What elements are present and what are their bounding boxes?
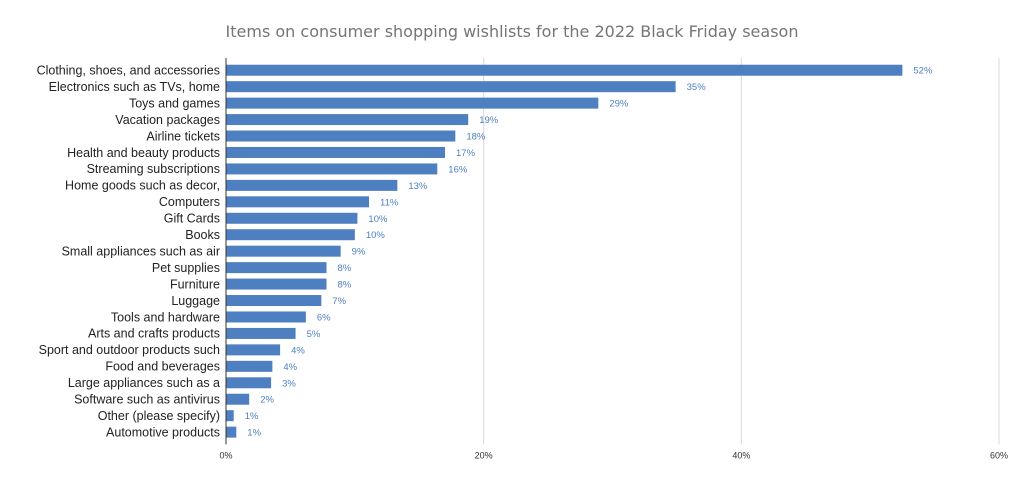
bar [226,81,676,93]
bar [226,196,370,208]
bar [226,426,237,438]
value-label: 3% [282,378,296,389]
value-label: 1% [247,428,261,439]
category-label: Gift Cards [164,212,220,226]
category-label: Health and beauty products [67,146,220,160]
bar [226,212,358,224]
category-label: Clothing, shoes, and accessories [37,64,220,78]
value-label: 29% [609,99,629,110]
value-label: 8% [337,263,351,274]
value-label: 4% [291,345,305,356]
bar [226,344,281,356]
value-label: 13% [408,181,428,192]
value-label: 16% [448,164,468,175]
value-label: 2% [260,395,274,406]
value-label: 19% [479,115,499,126]
bar [226,245,341,257]
x-tick-label: 60% [990,450,1008,460]
chart-title: Items on consumer shopping wishlists for… [226,22,799,41]
category-label: Furniture [170,277,220,291]
bar [226,410,234,422]
bar [226,295,322,307]
value-label: 8% [337,280,351,291]
bar [226,377,272,389]
category-label: Large appliances such as a [68,376,220,390]
x-tick-label: 0% [219,450,232,460]
value-label: 35% [687,82,707,93]
category-labels: Clothing, shoes, and accessories Electron… [37,64,220,440]
bars [226,64,903,438]
category-label: Computers [159,195,220,209]
bar [226,262,327,274]
value-label: 6% [317,312,331,323]
category-label: Software such as antivirus [74,393,220,407]
bar [226,311,306,323]
value-label: 18% [466,132,486,143]
category-label: Toys and games [129,96,220,110]
category-label: Electronics such as TVs, home [49,80,220,94]
value-label: 4% [283,362,297,373]
value-label: 11% [380,197,399,208]
x-axis-tick-labels: 0% 20% 40% 60% [219,450,1008,460]
x-tick-label: 20% [475,450,493,460]
category-label: Home goods such as decor, [65,179,220,193]
bar [226,146,446,158]
value-label: 7% [332,296,346,307]
bar [226,229,355,241]
category-label: Other (please specify) [98,409,220,423]
bar [226,64,903,76]
value-label: 52% [913,66,933,77]
category-label: Arts and crafts products [88,327,220,341]
category-label: Pet supplies [152,261,220,275]
value-label: 10% [366,230,386,241]
bar [226,393,250,405]
bar [226,97,599,109]
value-label: 5% [307,329,321,340]
category-label: Sport and outdoor products such [39,343,220,357]
category-label: Tools and hardware [111,310,220,324]
category-label: Airline tickets [146,129,220,143]
value-label: 10% [368,214,388,225]
category-label: Vacation packages [115,113,220,127]
category-label: Luggage [171,294,220,308]
value-label: 1% [245,411,259,422]
x-tick-label: 40% [732,450,750,460]
gridlines [483,58,1000,445]
bar [226,163,438,175]
category-label: Streaming subscriptions [87,162,220,176]
category-label: Automotive products [106,425,220,439]
category-label: Books [185,228,220,242]
value-label: 17% [456,148,476,159]
bar [226,130,456,142]
bar [226,278,327,290]
bar [226,327,296,339]
value-labels: 52%35%29%19%18%17%16%13%11%10%10%9%8%8%7… [245,66,933,439]
bar [226,114,469,126]
value-label: 9% [352,247,366,258]
category-label: Food and beverages [105,360,220,374]
bar [226,179,398,191]
bar [226,360,273,372]
category-label: Small appliances such as air [62,244,220,258]
